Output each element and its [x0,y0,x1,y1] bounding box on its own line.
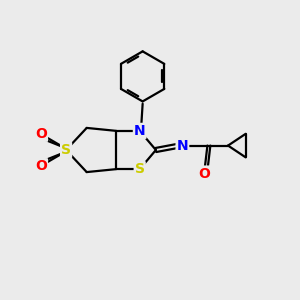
Text: O: O [199,167,210,181]
Text: O: O [35,159,47,173]
Text: N: N [177,139,188,153]
Text: O: O [35,127,47,141]
Text: S: S [61,143,71,157]
Text: S: S [135,162,145,176]
Text: N: N [134,124,146,138]
